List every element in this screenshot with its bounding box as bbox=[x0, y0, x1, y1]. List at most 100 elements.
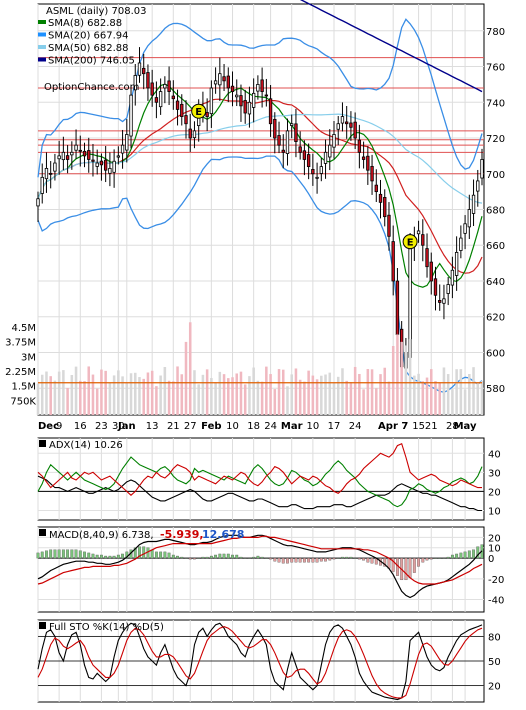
x-tick-label: 10 bbox=[226, 421, 239, 432]
volume-bar bbox=[362, 389, 365, 415]
macd-histogram-bar bbox=[286, 557, 289, 564]
volume-bar bbox=[298, 379, 302, 415]
candle-body bbox=[133, 75, 137, 91]
candle-body bbox=[273, 118, 277, 139]
volume-bar bbox=[117, 370, 120, 415]
volume-bar bbox=[425, 377, 429, 415]
volume-bar bbox=[476, 382, 480, 415]
macd-histogram-bar bbox=[231, 554, 234, 559]
candle-body bbox=[357, 139, 362, 153]
candle-body bbox=[298, 146, 302, 153]
macd-histogram-bar bbox=[214, 554, 218, 559]
volume-bar bbox=[345, 380, 348, 415]
candle-body bbox=[290, 123, 294, 126]
candle-body bbox=[349, 122, 353, 128]
volume-bar bbox=[404, 345, 408, 415]
volume-bar bbox=[438, 382, 441, 415]
volume-bar bbox=[349, 382, 353, 415]
candle-body bbox=[44, 167, 49, 180]
candle-body bbox=[391, 241, 395, 282]
volume-bar bbox=[40, 374, 44, 415]
macd-histogram-value: 12.678 bbox=[202, 528, 244, 541]
adx-series-di bbox=[37, 456, 483, 508]
earnings-marker-label: E bbox=[407, 238, 414, 249]
macd-histogram-bar bbox=[425, 557, 429, 561]
adx-series-adx bbox=[37, 475, 482, 512]
volume-bar bbox=[193, 370, 196, 415]
volume-bar bbox=[100, 369, 103, 415]
candle-body bbox=[209, 87, 214, 115]
x-tick-label: Feb bbox=[201, 421, 221, 432]
volume-bar bbox=[159, 375, 162, 415]
price-tick-label: 760 bbox=[486, 63, 505, 74]
candle-body bbox=[82, 150, 87, 157]
candle-body bbox=[425, 248, 429, 268]
volume-bar bbox=[400, 341, 403, 415]
sto-series-d bbox=[37, 626, 483, 699]
volume-bar bbox=[155, 386, 158, 415]
earnings-marker-label: E bbox=[195, 107, 202, 118]
macd-histogram-bar bbox=[349, 556, 353, 559]
macd-histogram-bar bbox=[176, 555, 179, 559]
volume-bar bbox=[45, 371, 48, 415]
macd-histogram-bar bbox=[353, 557, 357, 559]
volume-bar bbox=[197, 384, 200, 415]
macd-histogram-bar bbox=[277, 557, 281, 563]
volume-bar bbox=[303, 381, 306, 415]
macd-histogram-bar bbox=[205, 556, 209, 559]
macd-histogram-bar bbox=[112, 555, 116, 559]
candle-body bbox=[116, 155, 121, 158]
volume-bar bbox=[36, 383, 40, 415]
candle-body bbox=[70, 151, 74, 156]
macd-histogram-bar bbox=[40, 551, 44, 559]
candle-body bbox=[180, 103, 184, 117]
macd-histogram-bar bbox=[239, 556, 243, 559]
volume-bar bbox=[320, 375, 323, 415]
volume-bar bbox=[176, 366, 179, 415]
candle-body bbox=[239, 95, 243, 107]
x-tick-label: Mar bbox=[281, 421, 303, 432]
candle-body bbox=[260, 79, 264, 92]
macd-histogram-bar bbox=[188, 557, 192, 560]
volume-bar bbox=[188, 322, 192, 415]
macd-histogram-bar bbox=[421, 557, 425, 563]
volume-bar bbox=[459, 369, 463, 415]
volume-bar bbox=[214, 382, 217, 415]
candle-body bbox=[277, 135, 281, 146]
volume-tick-label: 750K bbox=[10, 396, 36, 407]
candle-body bbox=[370, 165, 374, 182]
adx-series-di bbox=[37, 442, 482, 496]
candle-body bbox=[36, 198, 40, 207]
macd-histogram-bar bbox=[142, 546, 146, 559]
candle-body bbox=[222, 76, 226, 82]
sto-label-marker bbox=[39, 622, 46, 629]
candle-body bbox=[167, 80, 171, 92]
volume-bar bbox=[468, 373, 471, 415]
macd-series-signal bbox=[37, 535, 483, 585]
volume-bar bbox=[307, 370, 310, 415]
candle-body bbox=[87, 150, 91, 160]
legend-entry: SMA(20) 667.94 bbox=[48, 31, 129, 42]
volume-bar bbox=[260, 381, 264, 415]
x-tick-label: 28 bbox=[446, 421, 459, 432]
candle-body bbox=[454, 251, 459, 276]
candle-body bbox=[416, 230, 421, 235]
candle-body bbox=[95, 162, 99, 167]
candle-body bbox=[467, 209, 471, 228]
legend-swatch bbox=[38, 20, 46, 24]
legend-swatch bbox=[38, 32, 46, 37]
candle-body bbox=[65, 155, 70, 160]
x-tick-label: 21 bbox=[425, 421, 438, 432]
macd-histogram-bar bbox=[197, 557, 201, 559]
macd-tick-label: -20 bbox=[488, 575, 504, 586]
sto-label: Full STO %K(14) %D(5) bbox=[49, 622, 164, 633]
macd-histogram-bar bbox=[328, 557, 332, 561]
macd-histogram-bar bbox=[53, 549, 57, 559]
volume-bar bbox=[408, 339, 412, 415]
candle-body bbox=[328, 144, 332, 158]
legend-swatch bbox=[38, 45, 46, 49]
volume-bar bbox=[396, 334, 399, 415]
macd-histogram-bar bbox=[36, 552, 40, 559]
candle-body bbox=[345, 121, 349, 125]
